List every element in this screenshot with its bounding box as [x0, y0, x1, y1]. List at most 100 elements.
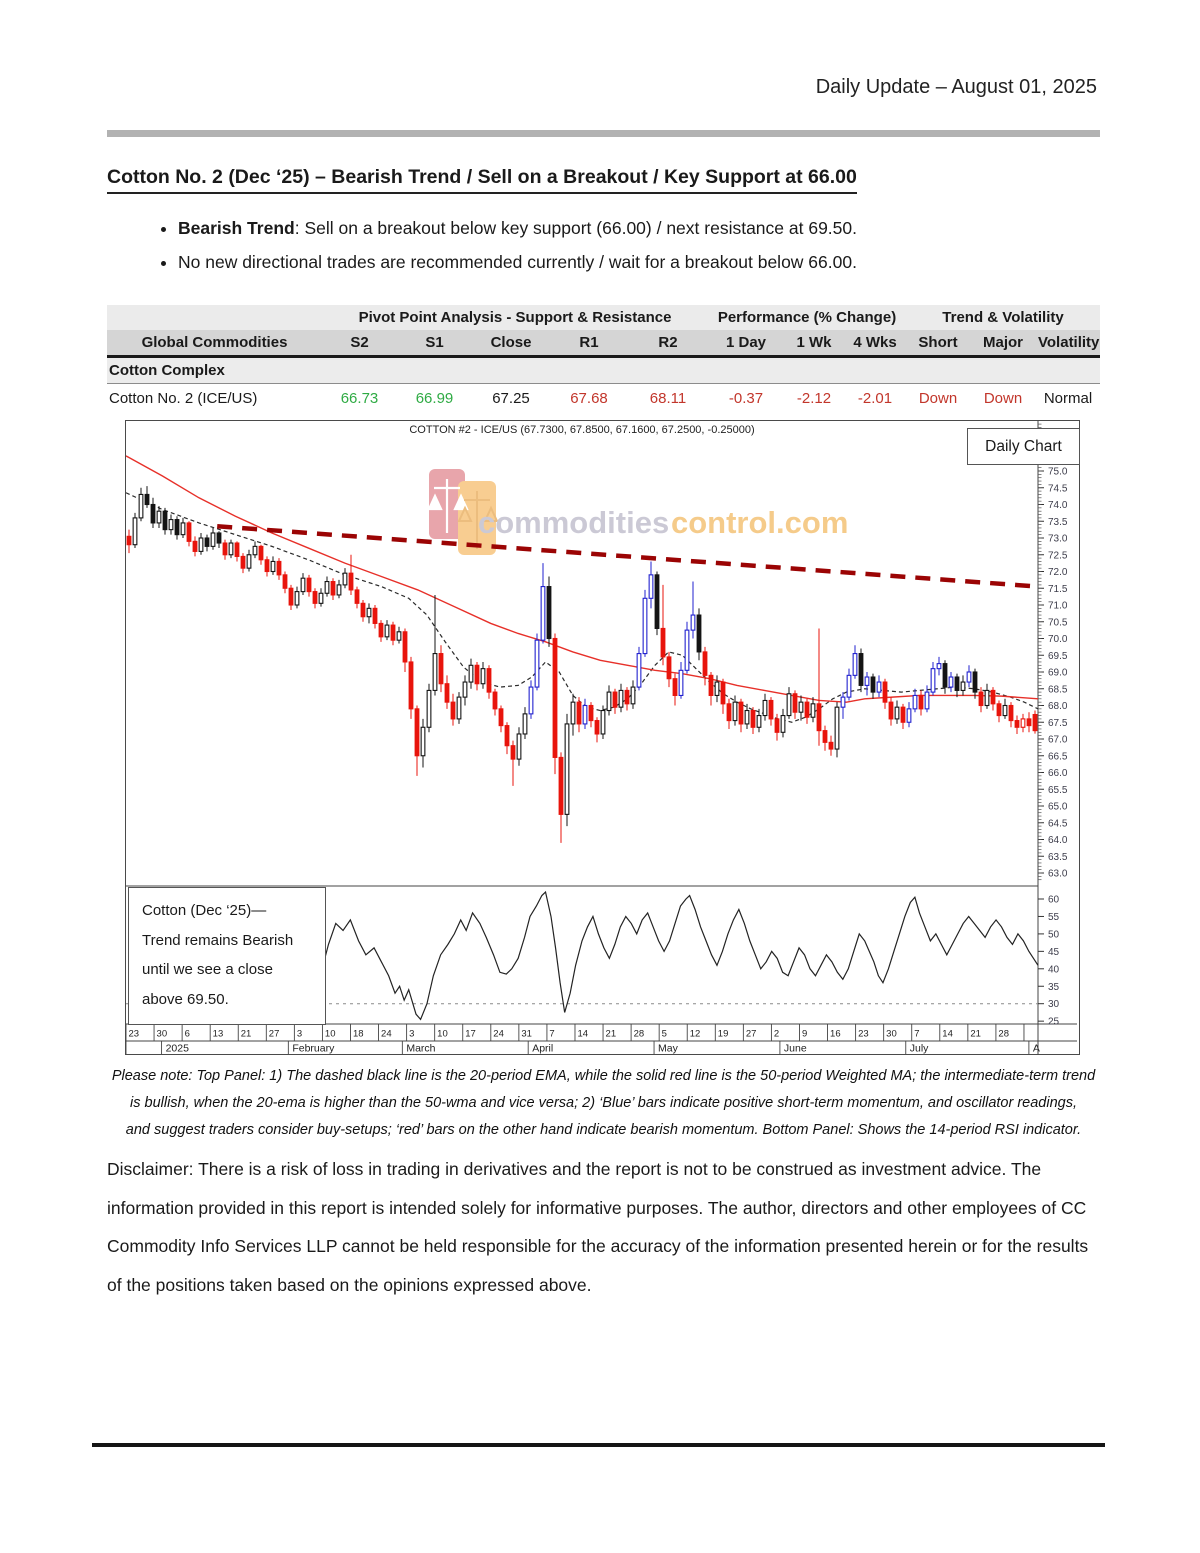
page-title: Cotton No. 2 (Dec ‘25) – Bearish Trend /… — [107, 166, 857, 194]
svg-text:69.5: 69.5 — [1048, 651, 1068, 662]
svg-text:6: 6 — [185, 1029, 190, 1040]
col-header: Global Commodities — [107, 330, 322, 355]
bullet-item: Bearish Trend: Sell on a breakout below … — [178, 218, 1100, 239]
svg-text:28: 28 — [998, 1029, 1009, 1040]
svg-text:12: 12 — [690, 1029, 701, 1040]
svg-text:64.0: 64.0 — [1048, 835, 1068, 846]
svg-text:March: March — [406, 1043, 435, 1055]
svg-text:55: 55 — [1048, 912, 1060, 923]
col-header: S1 — [397, 330, 472, 355]
svg-text:14: 14 — [942, 1029, 953, 1040]
svg-text:72.0: 72.0 — [1048, 567, 1068, 578]
svg-text:18: 18 — [353, 1029, 364, 1040]
svg-text:23: 23 — [129, 1029, 140, 1040]
svg-text:74.5: 74.5 — [1048, 483, 1068, 494]
svg-text:64.5: 64.5 — [1048, 818, 1068, 829]
svg-text:21: 21 — [606, 1029, 617, 1040]
col-header: 1 Day — [708, 330, 784, 355]
svg-text:72.5: 72.5 — [1048, 550, 1068, 561]
col-header: S2 — [322, 330, 397, 355]
svg-text:19: 19 — [718, 1029, 729, 1040]
group-header-performance: Performance (% Change) — [708, 305, 906, 330]
disclaimer-text: Disclaimer: There is a risk of loss in t… — [107, 1159, 1089, 1295]
svg-text:65.0: 65.0 — [1048, 802, 1068, 813]
svg-text:63.5: 63.5 — [1048, 852, 1068, 863]
svg-text:73.0: 73.0 — [1048, 534, 1068, 545]
chart-footnote: Please note: Top Panel: 1) The dashed bl… — [100, 1063, 1107, 1144]
svg-text:3: 3 — [297, 1029, 302, 1040]
annotation-line: until we see a close — [142, 961, 273, 978]
svg-text:2: 2 — [774, 1029, 779, 1040]
annotation-line: Cotton (Dec ‘25)— — [142, 902, 267, 919]
annotation-line: above 69.50. — [142, 990, 229, 1008]
svg-text:31: 31 — [521, 1029, 532, 1040]
price-chart: COTTON #2 - ICE/US (67.7300, 67.8500, 67… — [125, 420, 1080, 1055]
svg-text:35: 35 — [1048, 982, 1060, 993]
svg-text:7: 7 — [914, 1029, 919, 1040]
svg-text:66.5: 66.5 — [1048, 751, 1068, 762]
bullet-text: No new directional trades are recommende… — [178, 252, 857, 272]
svg-text:68.0: 68.0 — [1048, 701, 1068, 712]
svg-text:30: 30 — [1048, 999, 1060, 1010]
svg-text:7: 7 — [549, 1029, 554, 1040]
svg-text:10: 10 — [325, 1029, 336, 1040]
col-header: R1 — [550, 330, 628, 355]
svg-text:75.0: 75.0 — [1048, 467, 1068, 478]
svg-text:July: July — [910, 1043, 929, 1055]
bullet-bold-label: Bearish Trend — [178, 218, 295, 238]
value-r2: 68.11 — [628, 384, 708, 413]
svg-text:A: A — [1033, 1043, 1040, 1055]
header-divider-bar — [107, 130, 1100, 137]
col-header: Major — [970, 330, 1036, 355]
col-header: Volatility — [1036, 330, 1100, 355]
svg-text:60: 60 — [1048, 895, 1060, 906]
footnote-line: Please note: Top Panel: 1) The dashed bl… — [111, 1068, 1096, 1084]
col-header: 1 Wk — [784, 330, 844, 355]
svg-text:14: 14 — [577, 1029, 588, 1040]
svg-text:April: April — [532, 1043, 553, 1055]
summary-bullets: Bearish Trend: Sell on a breakout below … — [120, 218, 1100, 286]
svg-text:71.5: 71.5 — [1048, 584, 1068, 595]
table-section-row: Cotton Complex — [107, 358, 1100, 384]
col-header: 4 Wks — [844, 330, 906, 355]
svg-text:45: 45 — [1048, 947, 1060, 958]
trend-short: Down — [906, 384, 970, 413]
section-label: Cotton Complex — [107, 358, 1100, 383]
svg-text:commodities: commodities — [478, 505, 669, 540]
bullet-item: No new directional trades are recommende… — [178, 252, 1100, 273]
table-column-header-row: Global Commodities S2 S1 Close R1 R2 1 D… — [107, 330, 1100, 358]
svg-text:68.5: 68.5 — [1048, 684, 1068, 695]
table-row: Cotton No. 2 (ICE/US) 66.73 66.99 67.25 … — [107, 384, 1100, 413]
svg-text:65.5: 65.5 — [1048, 785, 1068, 796]
svg-text:74.0: 74.0 — [1048, 500, 1068, 511]
svg-text:63.0: 63.0 — [1048, 869, 1068, 880]
svg-text:control.com: control.com — [671, 505, 848, 540]
svg-text:May: May — [658, 1043, 679, 1055]
volatility-value: Normal — [1036, 384, 1100, 413]
svg-text:70.5: 70.5 — [1048, 617, 1068, 628]
svg-text:25: 25 — [1048, 1017, 1060, 1028]
value-r1: 67.68 — [550, 384, 628, 413]
svg-text:27: 27 — [746, 1029, 757, 1040]
report-date-header: Daily Update – August 01, 2025 — [815, 76, 1097, 98]
svg-text:70.0: 70.0 — [1048, 634, 1068, 645]
svg-text:28: 28 — [634, 1029, 645, 1040]
svg-text:27: 27 — [269, 1029, 280, 1040]
value-4wks: -2.01 — [844, 384, 906, 413]
bullet-text: : Sell on a breakout below key support (… — [294, 218, 857, 238]
table-group-header-row: Pivot Point Analysis - Support & Resista… — [107, 305, 1100, 330]
value-s1: 66.99 — [397, 384, 472, 413]
svg-text:67.0: 67.0 — [1048, 735, 1068, 746]
value-1day: -0.37 — [708, 384, 784, 413]
svg-text:66.0: 66.0 — [1048, 768, 1068, 779]
svg-text:21: 21 — [970, 1029, 981, 1040]
commodity-name: Cotton No. 2 (ICE/US) — [107, 384, 322, 413]
svg-text:13: 13 — [213, 1029, 224, 1040]
page-footer-rule — [92, 1443, 1105, 1447]
svg-text:February: February — [292, 1043, 335, 1055]
svg-text:67.5: 67.5 — [1048, 718, 1068, 729]
svg-text:5: 5 — [662, 1029, 667, 1040]
svg-text:17: 17 — [465, 1029, 476, 1040]
svg-text:30: 30 — [886, 1029, 897, 1040]
chart-annotation-box: Cotton (Dec ‘25)— Trend remains Bearish … — [128, 887, 326, 1025]
